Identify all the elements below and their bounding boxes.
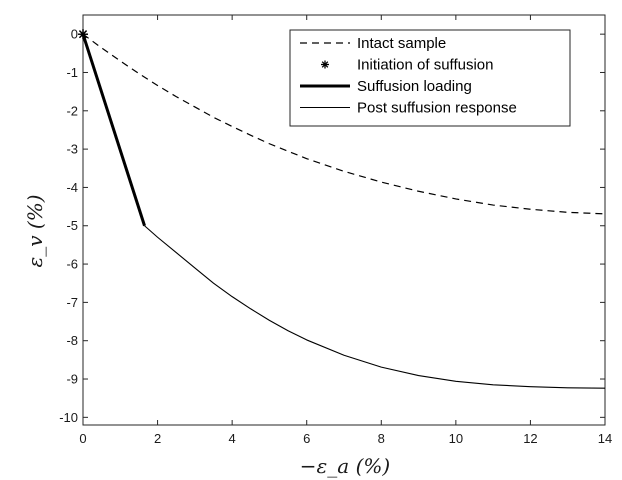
x-tick-label: 0 — [79, 431, 86, 446]
legend-label-post-suffusion-response: Post suffusion response — [357, 100, 517, 117]
x-tick-label: 12 — [523, 431, 537, 446]
initiation-of-suffusion-marker-top-stroke — [79, 30, 87, 39]
x-axis-label: −ε_a (%) — [300, 454, 390, 478]
intact-sample-line — [82, 33, 606, 215]
legend-label-suffusion-loading: Suffusion loading — [357, 78, 472, 95]
y-tick-label: -7 — [66, 295, 78, 310]
x-tick-label: 8 — [378, 431, 385, 446]
y-tick-label: -8 — [66, 333, 78, 348]
y-tick-label: -10 — [59, 410, 78, 425]
y-tick-label: -6 — [66, 257, 78, 272]
legend: Intact sample Initiation of suffusion Suff… — [289, 29, 571, 127]
y-tick-label: -3 — [66, 142, 78, 157]
plot-frame — [82, 14, 606, 426]
suffusion-loading-line — [81, 33, 146, 227]
y-tick-label: -1 — [66, 65, 78, 80]
x-tick-label: 4 — [229, 431, 236, 446]
series-layer — [78, 29, 606, 389]
y-tick-label: 0 — [71, 27, 78, 42]
legend-label-intact-sample: Intact sample — [357, 35, 446, 52]
legend-swatch-initiation-of-suffusion — [321, 60, 329, 69]
x-tick-label: 10 — [449, 431, 463, 446]
y-tick-label: -4 — [66, 180, 78, 195]
y-axis-label: ε_v (%) — [23, 195, 47, 268]
y-tick-label: -2 — [66, 103, 78, 118]
initiation-of-suffusion-marker-top — [78, 29, 88, 40]
legend-box — [289, 29, 571, 127]
legend-swatch-initiation-of-suffusion-stroke — [321, 61, 329, 68]
x-tick-label: 6 — [303, 431, 310, 446]
legend-label-initiation-of-suffusion: Initiation of suffusion — [357, 57, 493, 74]
post-suffusion-response-line — [144, 225, 606, 389]
axes-layer: 0 2 4 6 8 10 12 14 0 -1 -2 -3 -4 -5 -6 -7 -8 -9 -10 — [59, 14, 612, 446]
y-tick-label: -5 — [66, 218, 78, 233]
y-tick-label: -9 — [66, 372, 78, 387]
x-tick-label: 2 — [154, 431, 161, 446]
x-tick-label: 14 — [598, 431, 612, 446]
